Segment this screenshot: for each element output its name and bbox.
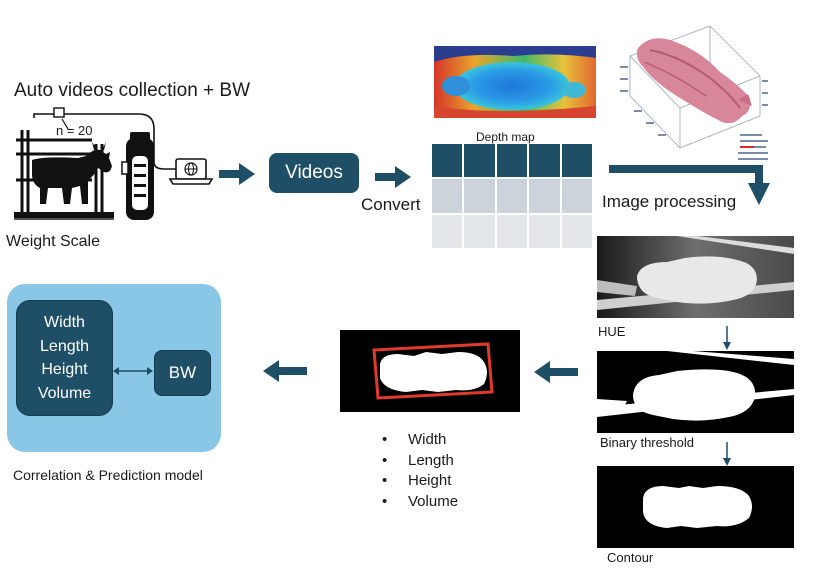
videos-label: Videos: [285, 162, 343, 183]
bw-box: BW: [154, 350, 211, 396]
features-box: Width Length Height Volume: [16, 300, 113, 416]
binary-threshold-label: Binary threshold: [600, 435, 694, 450]
bw-label: BW: [168, 363, 197, 382]
arrow-to-model: [263, 360, 307, 382]
point-cloud-3d-image: [620, 25, 768, 160]
depth-map-grid: [432, 144, 592, 248]
feature-item: • Width: [382, 431, 447, 448]
camera-icon: [53, 107, 65, 118]
cow-point-cloud: [636, 38, 751, 124]
arrow-to-depth: [375, 166, 411, 188]
model-feature: Length: [40, 337, 89, 355]
depth-map-image: [434, 46, 596, 118]
model-feature: Height: [41, 361, 88, 378]
collection-title: Auto videos collection + BW: [14, 80, 251, 101]
arrow-to-measurement: [534, 361, 578, 383]
feature-item: • Height: [382, 472, 452, 489]
water-tank-icon: [121, 132, 154, 220]
arrow-hue-to-binary: [723, 326, 731, 350]
feature-item: • Length: [382, 451, 454, 469]
feature-item: • Volume: [382, 492, 459, 510]
weight-scale-label: Weight Scale: [6, 233, 100, 250]
model-feature: Volume: [37, 384, 92, 402]
videos-box: Videos: [269, 153, 359, 193]
cable: [62, 113, 184, 170]
hue-label: HUE: [598, 324, 626, 339]
model-feature: Width: [44, 314, 85, 331]
bounding-box: [372, 342, 494, 400]
contour-label: Contour: [607, 550, 654, 565]
collection-setup-illustration: [14, 107, 214, 220]
cow-icon: [32, 142, 112, 204]
arrow-to-videos: [219, 163, 255, 185]
convert-label: Convert: [361, 195, 421, 214]
prediction-model-panel: Width Length Height Volume BW: [7, 284, 221, 452]
bounding-box-image: [340, 330, 520, 412]
hue-image: [597, 236, 794, 318]
contour-image: [597, 466, 794, 548]
arrow-to-image-processing: [609, 165, 770, 205]
arrow-binary-to-contour: [723, 442, 731, 466]
n-label: n = 20: [56, 123, 93, 138]
image-processing-label: Image processing: [602, 192, 737, 211]
depth-map-label: Depth map: [476, 130, 535, 144]
laptop-icon: [168, 158, 214, 185]
binary-threshold-image: [597, 351, 794, 433]
feature-list: • Width • Length • Height • Volume: [382, 430, 458, 512]
cable-2: [33, 113, 54, 118]
double-arrow-icon: [113, 367, 153, 375]
scale-platform: [14, 212, 114, 218]
model-caption: Correlation & Prediction model: [13, 467, 203, 483]
